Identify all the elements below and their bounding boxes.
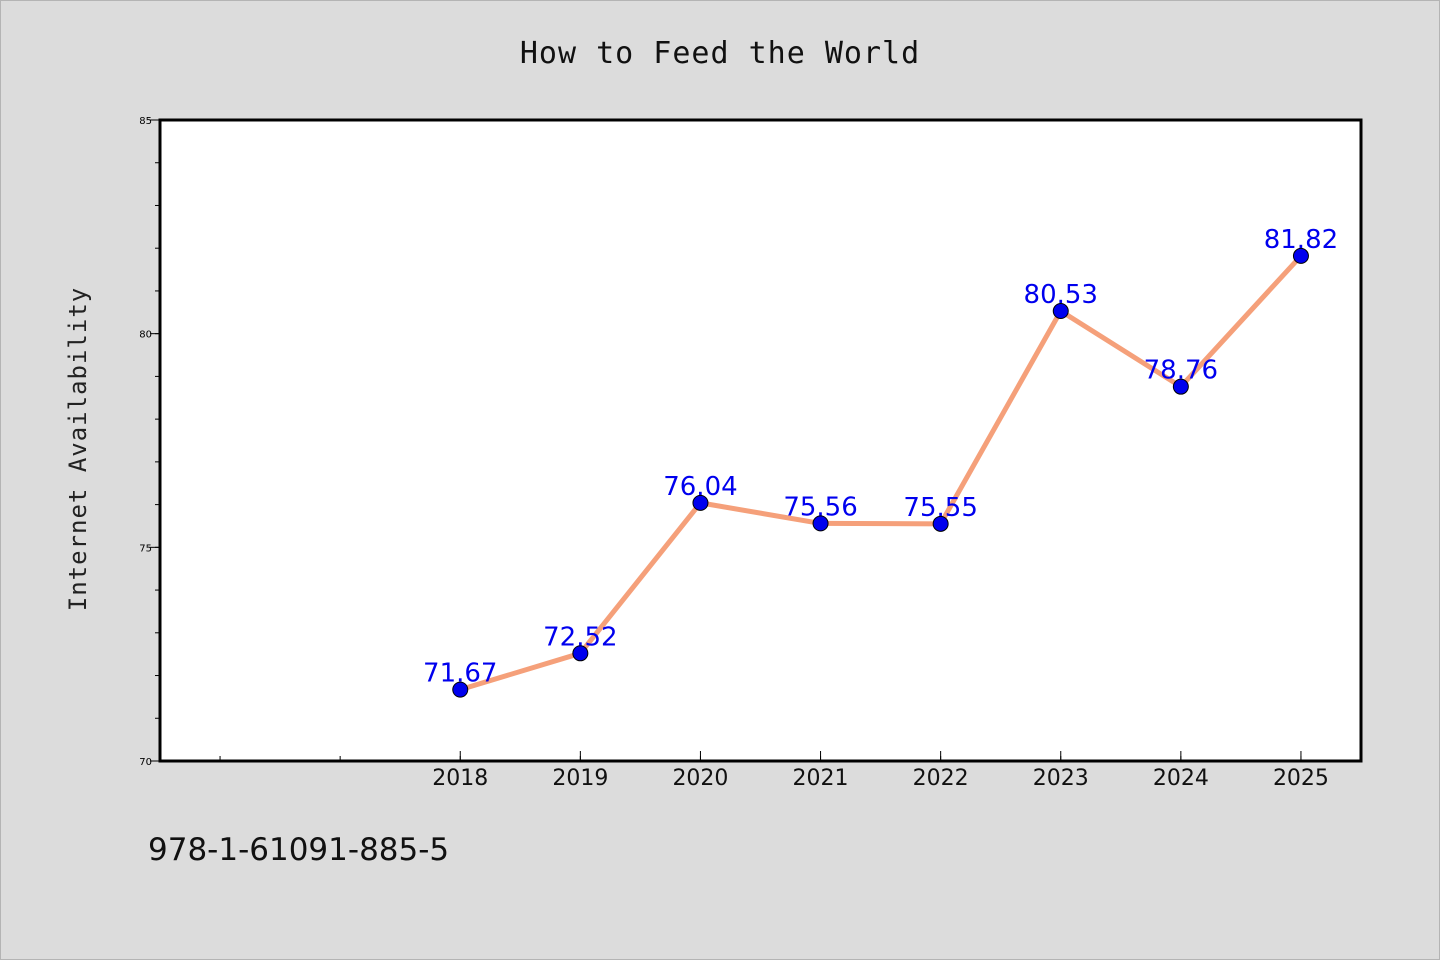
data-label: 81.82 — [1264, 225, 1338, 255]
data-point — [452, 681, 469, 698]
x-tick-label: 2022 — [913, 766, 969, 791]
data-point — [1052, 303, 1069, 320]
data-label: 72.52 — [543, 622, 617, 652]
x-tick-label: 2024 — [1153, 766, 1209, 791]
chart-title: How to Feed the World — [520, 36, 920, 71]
x-tick-label: 2025 — [1273, 766, 1329, 791]
y-tick-label: 75 — [139, 543, 152, 554]
data-label: 78.76 — [1144, 356, 1218, 386]
data-label: 80.53 — [1024, 280, 1098, 310]
data-label: 75.55 — [903, 493, 977, 523]
y-tick-label: 80 — [139, 330, 152, 341]
isbn-text: 978-1-61091-885-5 — [148, 832, 450, 868]
y-axis-label: Internet Availability — [64, 287, 92, 611]
data-point — [692, 494, 709, 511]
x-tick-label: 2021 — [793, 766, 849, 791]
x-tick-label: 2019 — [552, 766, 608, 791]
data-label: 75.56 — [783, 492, 857, 522]
y-tick-label: 70 — [139, 757, 152, 768]
x-tick-label: 2023 — [1033, 766, 1089, 791]
data-label: 76.04 — [663, 472, 737, 502]
data-point — [572, 645, 589, 662]
series-line — [457, 253, 1304, 693]
x-tick-label: 2020 — [672, 766, 728, 791]
data-label: 71.67 — [423, 659, 497, 689]
y-axis-ticks: 70 75 80 85 — [139, 116, 160, 768]
plot-area — [160, 120, 1361, 761]
data-point — [1172, 378, 1189, 395]
x-tick-label: 2018 — [432, 766, 488, 791]
x-axis-ticks: 2018 2019 2020 2021 2022 2023 2024 2025 — [219, 751, 1329, 791]
plot-border — [158, 118, 1363, 763]
y-tick-label: 85 — [139, 116, 152, 127]
data-point — [812, 515, 829, 532]
data-point — [1292, 247, 1309, 264]
data-point — [932, 515, 949, 532]
series-group: 71.67 72.52 76.04 75.56 75.55 80.53 78.76 81.82 — [423, 225, 1338, 698]
